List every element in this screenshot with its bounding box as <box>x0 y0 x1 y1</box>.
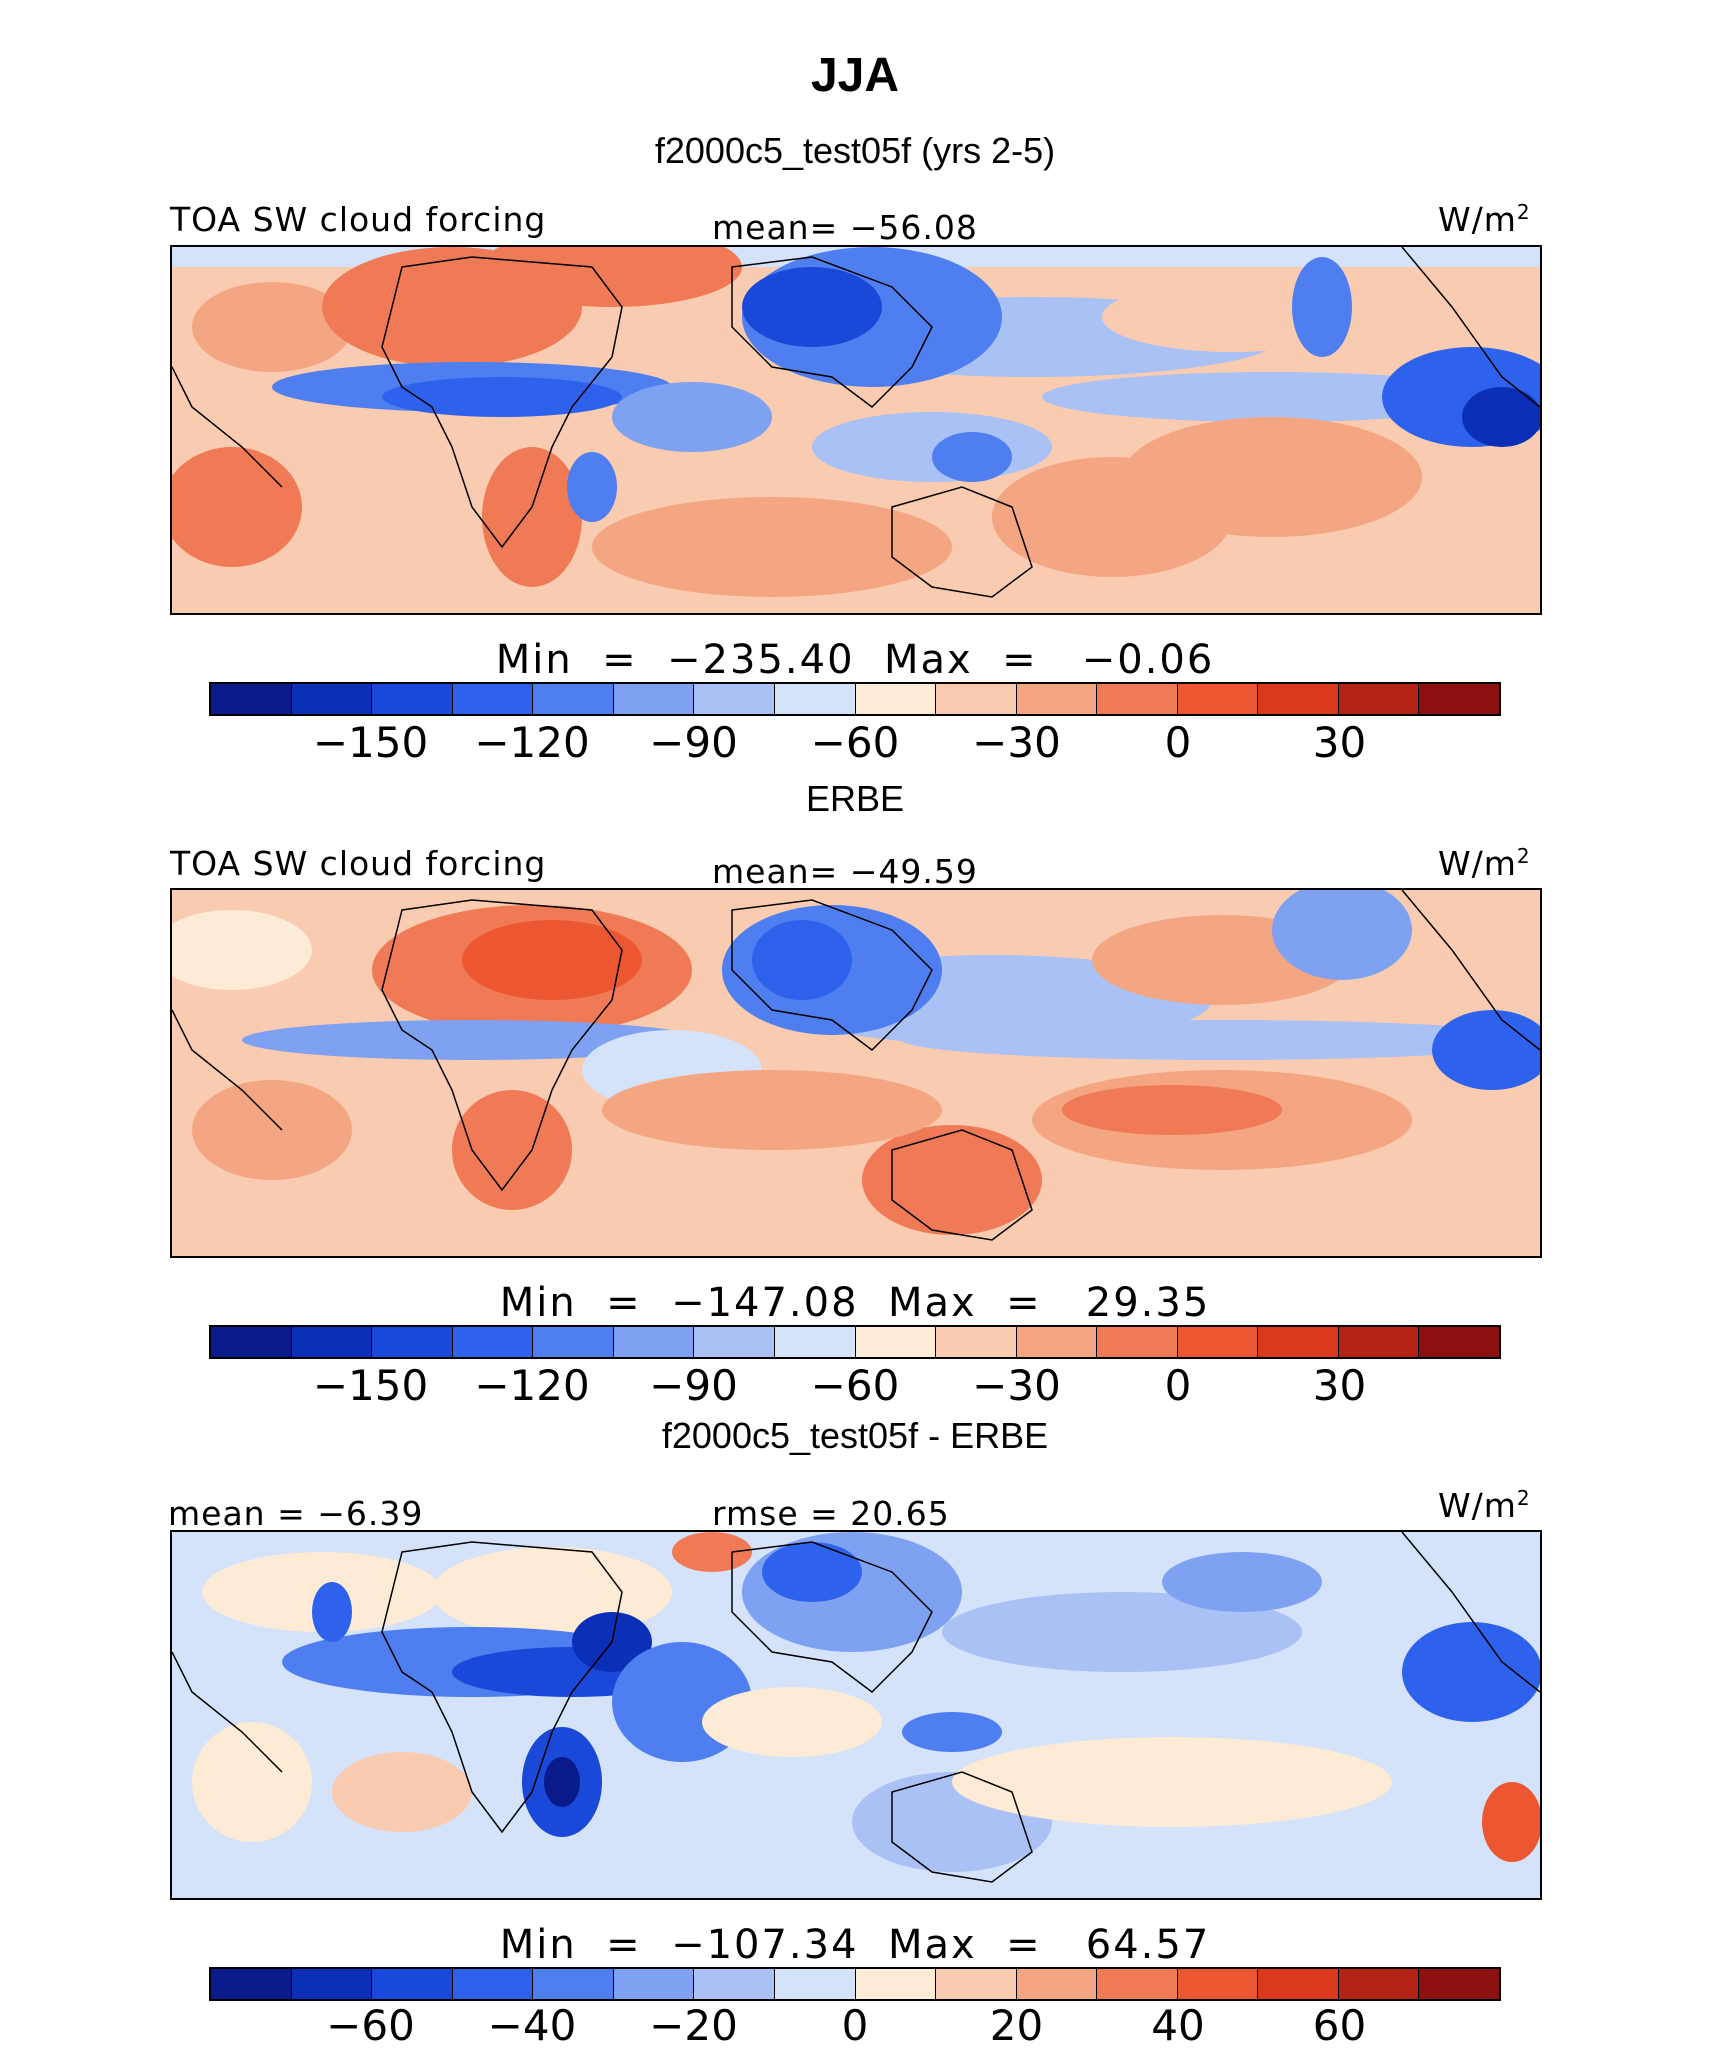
colorbar-swatch <box>694 684 775 714</box>
panel3-units: W/m2 <box>1438 1486 1531 1525</box>
panel1-colorbar-ticks: −150 −120 −90 −60 −30 0 30 <box>209 718 1501 768</box>
colorbar-swatch <box>1258 1969 1339 1999</box>
colorbar-swatch <box>855 1969 937 1999</box>
colorbar-swatch <box>533 1327 614 1357</box>
colorbar-swatch <box>1177 1969 1259 1999</box>
panel2-colorbar-ticks: −150 −120 −90 −60 −30 0 30 <box>209 1361 1501 1411</box>
colorbar-swatch <box>936 1969 1017 1999</box>
colorbar-swatch <box>936 1327 1017 1357</box>
colorbar-swatch <box>291 1327 373 1357</box>
colorbar-swatch <box>1097 1327 1178 1357</box>
colorbar-swatch <box>613 684 695 714</box>
colorbar-tick-label: 30 <box>1312 1361 1367 1410</box>
colorbar-swatch <box>855 684 937 714</box>
case-subtitle: f2000c5_test05f (yrs 2-5) <box>654 130 1056 171</box>
panel3-section-title: f2000c5_test05f - ERBE <box>661 1415 1049 1456</box>
colorbar-swatch <box>1419 1327 1499 1357</box>
colorbar-swatch <box>211 1327 292 1357</box>
colorbar-swatch <box>855 1327 937 1357</box>
colorbar-tick-label: −90 <box>649 718 738 767</box>
colorbar-swatch <box>1338 1327 1420 1357</box>
colorbar-swatch <box>291 684 373 714</box>
panel2-variable-label: TOA SW cloud forcing <box>170 844 547 883</box>
colorbar-swatch <box>1016 1969 1098 1999</box>
panel1-units: W/m2 <box>1438 200 1531 239</box>
colorbar-swatch <box>774 1969 856 1999</box>
colorbar-swatch <box>1338 684 1420 714</box>
colorbar-swatch <box>1419 684 1499 714</box>
panel2-minmax: Min = −147.08 Max = 29.35 <box>499 1280 1211 1326</box>
colorbar-tick-label: −150 <box>312 718 429 767</box>
colorbar-swatch <box>1338 1969 1420 1999</box>
colorbar-tick-label: −20 <box>649 2001 738 2050</box>
panel3-minmax: Min = −107.34 Max = 64.57 <box>499 1922 1211 1968</box>
colorbar-swatch <box>211 684 292 714</box>
colorbar-swatch <box>1177 1327 1259 1357</box>
panel1-map <box>170 245 1542 615</box>
colorbar-swatch <box>936 684 1017 714</box>
panel2-units: W/m2 <box>1438 844 1531 883</box>
colorbar-swatch <box>291 1969 373 1999</box>
colorbar-tick-label: 0 <box>841 2001 869 2050</box>
colorbar-tick-label: −60 <box>810 1361 900 1410</box>
page-title: JJA <box>810 49 900 102</box>
colorbar-swatch <box>1016 684 1098 714</box>
colorbar-swatch <box>533 1969 614 1999</box>
colorbar-swatch <box>1097 684 1178 714</box>
panel3-mean-label: mean = −6.39 <box>168 1494 424 1533</box>
colorbar-tick-label: −60 <box>810 718 900 767</box>
colorbar-swatch <box>452 684 534 714</box>
colorbar-swatch <box>533 684 614 714</box>
colorbar-swatch <box>1258 684 1339 714</box>
panel2-map <box>170 888 1542 1258</box>
colorbar-tick-label: 40 <box>1151 2001 1205 2050</box>
colorbar-swatch <box>1097 1969 1178 1999</box>
colorbar-swatch <box>774 1327 856 1357</box>
colorbar-swatch <box>1177 684 1259 714</box>
colorbar-tick-label: 20 <box>989 2001 1044 2050</box>
colorbar-swatch <box>774 684 856 714</box>
colorbar-tick-label: −60 <box>326 2001 415 2050</box>
colorbar-swatch <box>613 1969 695 1999</box>
panel3-rmse-label: rmse = 20.65 <box>712 1494 950 1533</box>
colorbar-tick-label: 0 <box>1164 1361 1192 1410</box>
panel3-colorbar-ticks: −60 −40 −20 0 20 40 60 <box>209 2001 1501 2051</box>
colorbar-tick-label: −40 <box>487 2001 577 2050</box>
colorbar-swatch <box>372 684 453 714</box>
panel3-colorbar <box>209 1967 1501 2001</box>
colorbar-tick-label: −90 <box>649 1361 738 1410</box>
colorbar-swatch <box>694 1327 775 1357</box>
colorbar-tick-label: 0 <box>1164 718 1192 767</box>
panel1-colorbar <box>209 682 1501 716</box>
panel2-colorbar <box>209 1325 1501 1359</box>
colorbar-swatch <box>1016 1327 1098 1357</box>
colorbar-tick-label: −120 <box>474 718 590 767</box>
colorbar-tick-label: −150 <box>312 1361 429 1410</box>
colorbar-swatch <box>211 1969 292 1999</box>
colorbar-swatch <box>372 1327 453 1357</box>
panel2-section-title: ERBE <box>805 778 905 819</box>
colorbar-tick-label: −120 <box>474 1361 590 1410</box>
panel1-mean-label: mean= −56.08 <box>712 208 978 247</box>
colorbar-tick-label: 30 <box>1312 718 1367 767</box>
colorbar-swatch <box>372 1969 453 1999</box>
colorbar-swatch <box>1419 1969 1499 1999</box>
panel3-map <box>170 1530 1542 1900</box>
colorbar-swatch <box>452 1969 534 1999</box>
colorbar-swatch <box>1258 1327 1339 1357</box>
colorbar-tick-label: −30 <box>972 1361 1061 1410</box>
colorbar-swatch <box>452 1327 534 1357</box>
panel1-minmax: Min = −235.40 Max = −0.06 <box>495 637 1215 683</box>
colorbar-swatch <box>613 1327 695 1357</box>
colorbar-swatch <box>694 1969 775 1999</box>
panel2-mean-label: mean= −49.59 <box>712 852 978 891</box>
panel1-variable-label: TOA SW cloud forcing <box>170 200 547 239</box>
colorbar-tick-label: 60 <box>1312 2001 1367 2050</box>
colorbar-tick-label: −30 <box>972 718 1061 767</box>
